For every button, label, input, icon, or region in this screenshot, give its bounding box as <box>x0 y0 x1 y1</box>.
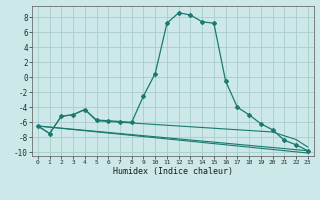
X-axis label: Humidex (Indice chaleur): Humidex (Indice chaleur) <box>113 167 233 176</box>
